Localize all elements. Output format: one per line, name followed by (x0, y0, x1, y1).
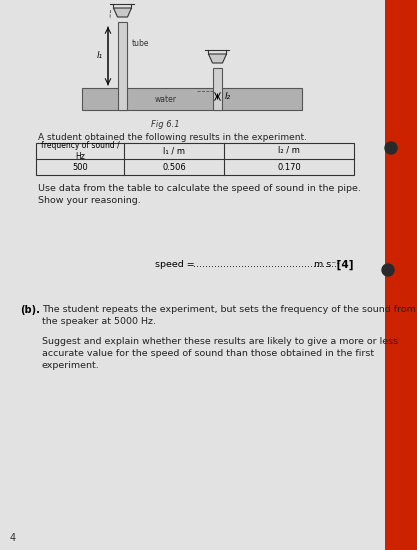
Text: water: water (155, 96, 177, 104)
Text: Use data from the table to calculate the speed of sound in the pipe.: Use data from the table to calculate the… (38, 184, 361, 193)
Polygon shape (208, 54, 226, 63)
Text: l₁: l₁ (97, 51, 103, 59)
Text: accurate value for the speed of sound than those obtained in the first: accurate value for the speed of sound th… (42, 349, 374, 358)
Bar (118, 22, 127, 110)
Bar (36, 143, 354, 175)
Text: l₂ / m: l₂ / m (278, 146, 300, 155)
Text: (b).: (b). (20, 305, 40, 315)
Polygon shape (113, 8, 131, 17)
Text: 0.170: 0.170 (277, 162, 301, 172)
Text: m s⁻¹: m s⁻¹ (311, 260, 340, 269)
Text: l₁ / m: l₁ / m (163, 146, 185, 156)
Text: 4: 4 (10, 533, 16, 543)
Text: Fig 6.1: Fig 6.1 (151, 120, 180, 129)
Text: speed =: speed = (155, 260, 198, 269)
Bar (82, 88, 302, 110)
Circle shape (385, 142, 397, 154)
Text: 500: 500 (72, 162, 88, 172)
Text: The student repeats the experiment, but sets the frequency of the sound from: The student repeats the experiment, but … (42, 305, 416, 314)
Text: l₂: l₂ (224, 92, 231, 101)
Bar (213, 68, 222, 110)
Text: the speaker at 5000 Hz.: the speaker at 5000 Hz. (42, 317, 156, 326)
Circle shape (382, 264, 394, 276)
Text: tube: tube (132, 40, 150, 48)
Text: experiment.: experiment. (42, 361, 100, 370)
Text: [4]: [4] (333, 260, 354, 270)
Bar (383, 0, 417, 550)
Text: Show your reasoning.: Show your reasoning. (38, 196, 141, 205)
Text: Suggest and explain whether these results are likely to give a more or less: Suggest and explain whether these result… (42, 337, 398, 346)
Text: frequency of sound /
Hz: frequency of sound / Hz (40, 141, 119, 161)
Text: A student obtained the following results in the experiment.: A student obtained the following results… (38, 133, 307, 142)
Text: 0.506: 0.506 (162, 162, 186, 172)
Text: .................................................: ........................................… (193, 260, 340, 269)
